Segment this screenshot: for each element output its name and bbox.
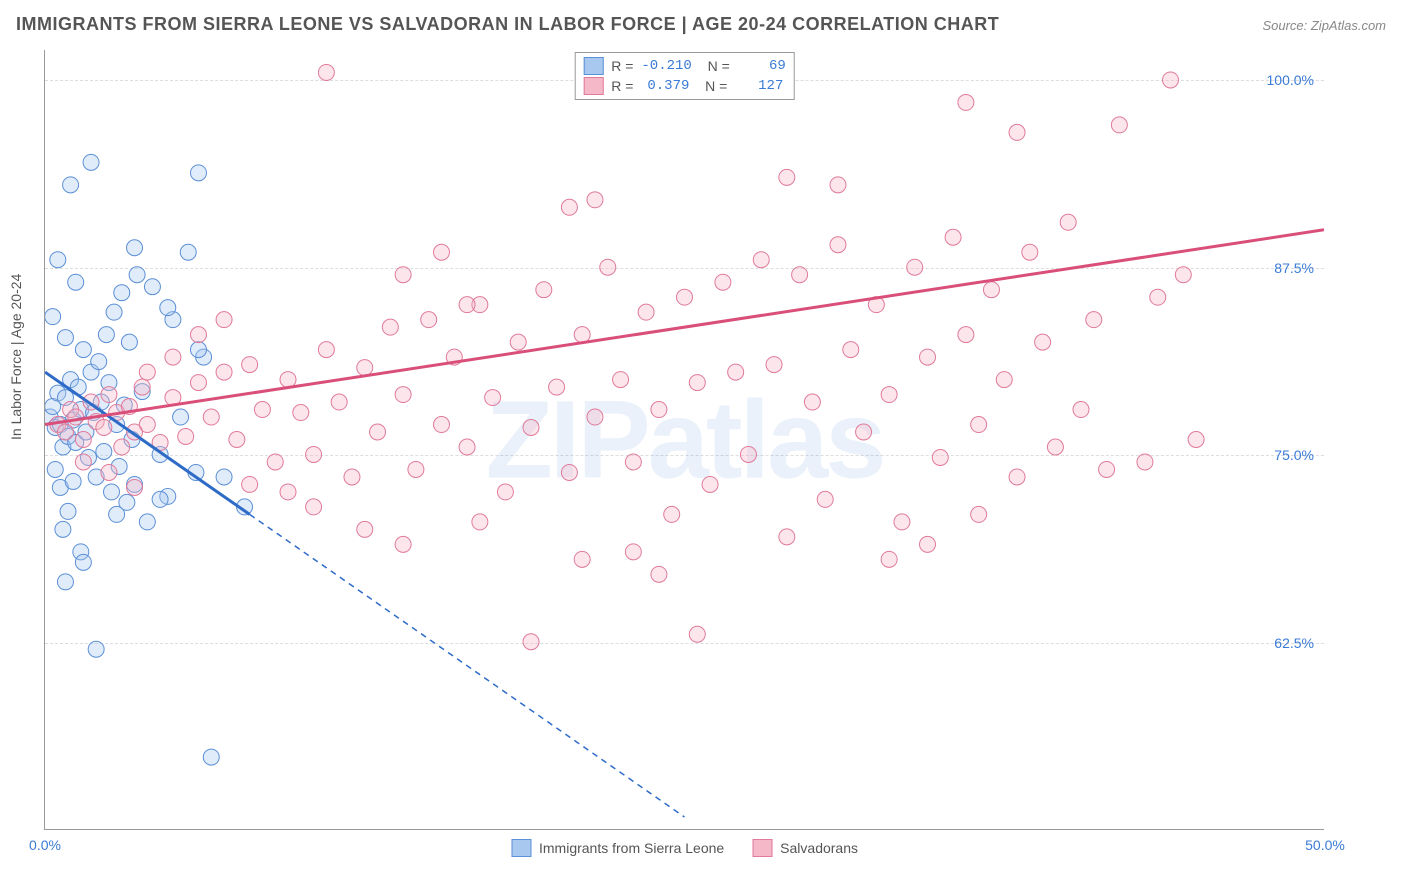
legend-r-value: -0.210 bbox=[641, 58, 691, 74]
legend-n-value: 69 bbox=[738, 58, 786, 74]
series-legend: Immigrants from Sierra Leone Salvadorans bbox=[511, 839, 858, 857]
legend-item-sierra-leone: Immigrants from Sierra Leone bbox=[511, 839, 724, 857]
y-axis-label: In Labor Force | Age 20-24 bbox=[8, 274, 24, 440]
chart-title: IMMIGRANTS FROM SIERRA LEONE VS SALVADOR… bbox=[16, 14, 999, 35]
xtick-label: 50.0% bbox=[1305, 837, 1345, 853]
chart-svg bbox=[45, 50, 1324, 829]
source-attribution: Source: ZipAtlas.com bbox=[1262, 18, 1386, 33]
legend-row-salvadorans: R = 0.379 N = 127 bbox=[583, 77, 786, 95]
legend-n-label: N = bbox=[700, 58, 730, 74]
xtick-label: 0.0% bbox=[29, 837, 61, 853]
legend-r-label: R = bbox=[611, 78, 633, 94]
plot-area: ZIPatlas R = -0.210 N = 69 R = 0.379 N =… bbox=[44, 50, 1324, 830]
legend-row-sierra-leone: R = -0.210 N = 69 bbox=[583, 57, 786, 75]
legend-r-label: R = bbox=[611, 58, 633, 74]
legend-label: Immigrants from Sierra Leone bbox=[539, 840, 724, 856]
legend-label: Salvadorans bbox=[780, 840, 858, 856]
legend-swatch-blue bbox=[583, 57, 603, 75]
legend-n-value: 127 bbox=[735, 78, 783, 94]
legend-r-value: 0.379 bbox=[641, 78, 689, 94]
legend-swatch-blue-icon bbox=[511, 839, 531, 857]
legend-swatch-pink bbox=[583, 77, 603, 95]
legend-swatch-pink-icon bbox=[752, 839, 772, 857]
legend-n-label: N = bbox=[697, 78, 727, 94]
legend-item-salvadorans: Salvadorans bbox=[752, 839, 858, 857]
correlation-legend: R = -0.210 N = 69 R = 0.379 N = 127 bbox=[574, 52, 795, 100]
